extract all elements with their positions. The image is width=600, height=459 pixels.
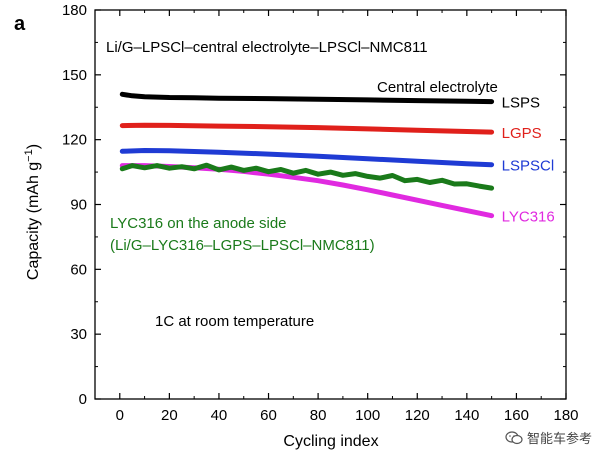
chart-title: Li/G–LPSCl–central electrolyte–LPSCl–NMC… [106, 39, 428, 56]
panel-label: a [14, 13, 26, 35]
x-tick-label: 40 [211, 407, 228, 424]
series-line-lgps [119, 122, 495, 135]
legend-title: Central electrolyte [377, 79, 498, 96]
wechat-icon [505, 430, 523, 444]
x-axis-label: Cycling index [283, 433, 378, 450]
y-tick-label: 30 [70, 326, 87, 343]
y-tick-label: 150 [62, 67, 87, 84]
x-tick-label: 120 [405, 407, 430, 424]
series-lines [119, 91, 495, 219]
x-tick-label: 60 [260, 407, 277, 424]
series-line-lyc316-on-the-anode-side [119, 162, 495, 191]
y-axis-label: Capacity (mAh g−1) [23, 144, 42, 280]
x-tick-label: 160 [504, 407, 529, 424]
x-tick-label: 0 [116, 407, 124, 424]
x-tick-label: 20 [161, 407, 178, 424]
annotation-rate: 1C at room temperature [155, 313, 314, 330]
x-tick-label: 100 [355, 407, 380, 424]
x-tick-label: 140 [454, 407, 479, 424]
series-line-lspscl [119, 148, 495, 168]
watermark-text: 智能车参考 [526, 432, 592, 447]
x-tick-label: 180 [553, 407, 578, 424]
annotation-anode: LYC316 on the anode side [110, 215, 287, 232]
series-label-lsps: LSPS [502, 95, 540, 112]
series-label-lyc316: LYC316 [502, 209, 555, 226]
chart-text: a Li/G–LPSCl–central electrolyte–LPSCl–N… [14, 13, 555, 450]
series-label-lspscl: LSPSCl [502, 158, 555, 175]
y-tick-label: 120 [62, 132, 87, 149]
y-tick-label: 180 [62, 2, 87, 19]
watermark: 智能车参考 [505, 428, 592, 447]
y-tick-label: 0 [79, 391, 87, 408]
series-label-lgps: LGPS [502, 125, 542, 142]
y-axis-label-exponent: −1 [23, 149, 35, 162]
annotation-anode-cell: (Li/G–LYC316–LGPS–LPSCl–NMC811) [110, 237, 375, 254]
series-line-lsps [119, 91, 495, 105]
y-tick-label: 90 [70, 197, 87, 214]
axes: 0 20 40 60 80 100 120 140 160 180 0 30 60 90 120 150 180 [62, 2, 579, 424]
y-axis-label-close: ) [25, 144, 42, 149]
plot-frame [94, 9, 567, 400]
y-axis-label-main: Capacity (mAh g [25, 162, 42, 280]
y-tick-label: 60 [70, 261, 87, 278]
x-tick-label: 80 [310, 407, 327, 424]
